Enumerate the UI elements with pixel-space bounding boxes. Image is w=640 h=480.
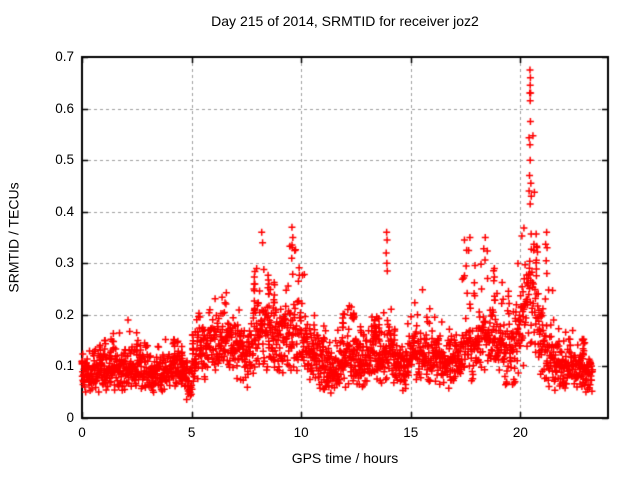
y-tick-label: 0.2 [55, 306, 74, 322]
x-tick-label: 15 [403, 425, 419, 440]
y-tick-label: 0.5 [55, 152, 74, 168]
y-tick-label: 0.3 [55, 255, 74, 271]
y-tick-label: 0 [66, 410, 74, 425]
y-tick-label: 0.6 [55, 100, 74, 116]
x-tick-label: 0 [78, 425, 86, 440]
x-tick-label: 10 [293, 425, 309, 440]
chart-title: Day 215 of 2014, SRMTID for receiver joz… [211, 13, 479, 29]
x-tick-label: 5 [187, 425, 196, 440]
y-tick-label: 0.4 [55, 203, 74, 219]
x-axis-label: GPS time / hours [291, 450, 399, 466]
y-tick-label: 0.7 [55, 49, 74, 64]
x-tick-label: 20 [512, 425, 528, 440]
y-tick-label: 0.1 [55, 358, 74, 374]
